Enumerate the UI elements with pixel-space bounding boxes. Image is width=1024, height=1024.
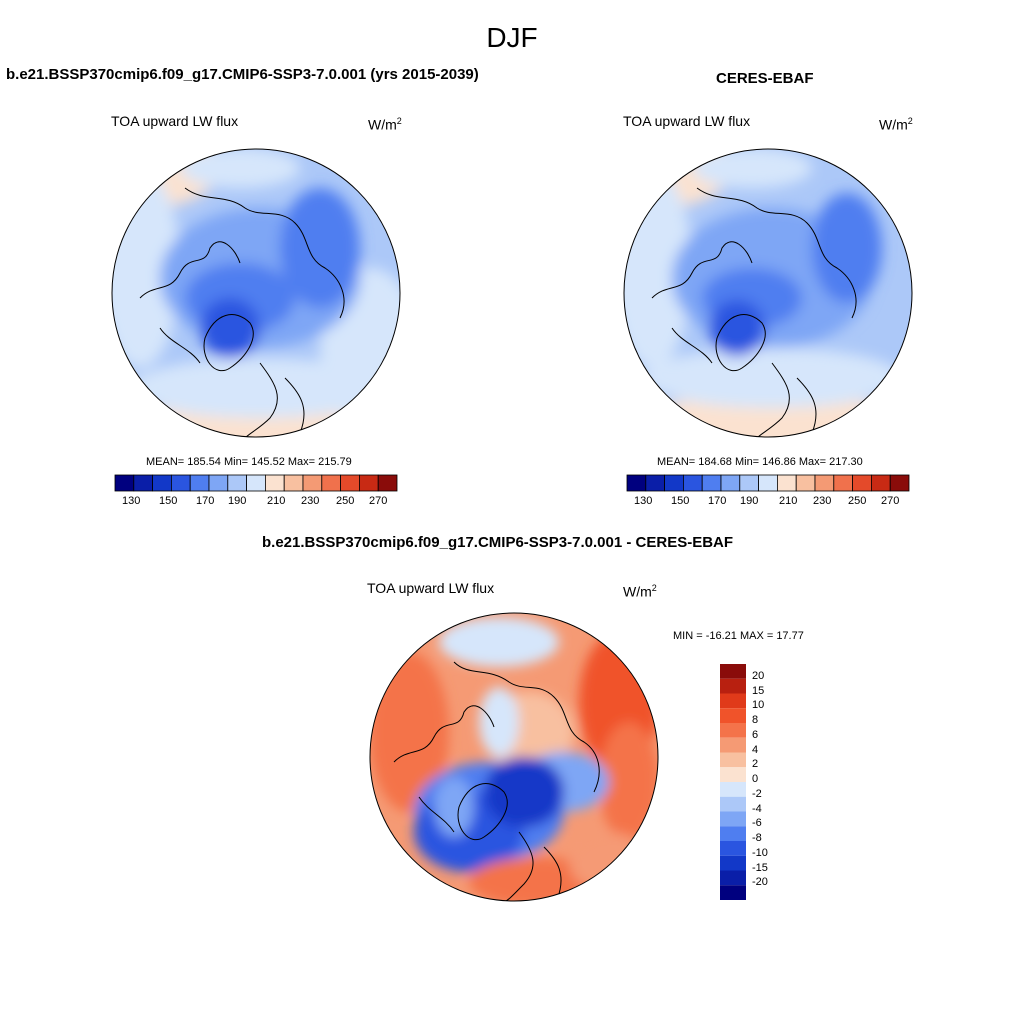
difference-stats: MIN = -16.21 MAX = 17.77 [673, 630, 804, 642]
difference-tick: -4 [752, 803, 762, 815]
difference-colorbar [720, 664, 746, 900]
difference-tick: 2 [752, 758, 759, 770]
difference-tick: -10 [752, 847, 768, 859]
panel2-tick: 210 [779, 495, 798, 507]
difference-tick: 15 [752, 685, 765, 697]
panel1-tick: 150 [159, 495, 178, 507]
difference-tick: -8 [752, 832, 762, 844]
colorbar-swatch [720, 767, 746, 782]
colorbar-swatch [720, 885, 746, 900]
panel2-colorbar [626, 474, 910, 492]
panel1-tick: 230 [301, 495, 320, 507]
colorbar-swatch [720, 782, 746, 797]
panel1-tick: 170 [196, 495, 215, 507]
panel2-tick: 130 [634, 495, 653, 507]
colorbar-swatch [720, 826, 746, 841]
colorbar-swatch [720, 855, 746, 871]
colorbar-swatch [246, 474, 266, 492]
colorbar-swatch [302, 474, 323, 492]
colorbar-swatch [852, 474, 872, 492]
colorbar-swatch [683, 474, 703, 492]
difference-tick: 10 [752, 699, 765, 711]
colorbar-swatch [171, 474, 191, 492]
colorbar-swatch [720, 678, 746, 694]
panel2-tick: 190 [740, 495, 759, 507]
colorbar-swatch [720, 796, 746, 812]
colorbar-swatch [889, 474, 910, 492]
panel2-tick: 150 [671, 495, 690, 507]
panel2-colorbar-ticks: 130 150 170 190 210 230 250 270 [627, 495, 909, 509]
colorbar-swatch [227, 474, 248, 492]
colorbar-swatch [739, 474, 760, 492]
panel2-tick: 250 [848, 495, 867, 507]
colorbar-swatch [208, 474, 229, 492]
difference-tick: 6 [752, 729, 759, 741]
colorbar-swatch [133, 474, 153, 492]
difference-tick: 8 [752, 714, 759, 726]
panel1-units: W/m2 [368, 116, 402, 133]
panel1-tick: 250 [336, 495, 355, 507]
difference-variable-label: TOA upward LW flux [367, 580, 495, 596]
panel2-map [623, 148, 913, 438]
colorbar-swatch [720, 841, 746, 856]
difference-tick: -2 [752, 788, 762, 800]
colorbar-swatch [814, 474, 835, 492]
panel1-stats: MEAN= 185.54 Min= 145.52 Max= 215.79 [146, 456, 352, 468]
difference-tick: -20 [752, 876, 768, 888]
colorbar-swatch [833, 474, 854, 492]
colorbar-swatch [377, 474, 398, 492]
colorbar-swatch [664, 474, 684, 492]
colorbar-swatch [264, 474, 285, 492]
colorbar-swatch [776, 474, 797, 492]
colorbar-swatch [114, 474, 135, 492]
panel1-colorbar [114, 474, 398, 492]
colorbar-swatch [152, 474, 172, 492]
difference-tick: 4 [752, 744, 759, 756]
colorbar-swatch [626, 474, 647, 492]
difference-heading: b.e21.BSSP370cmip6.f09_g17.CMIP6-SSP3-7.… [262, 534, 734, 551]
panel2-stats: MEAN= 184.68 Min= 146.86 Max= 217.30 [657, 456, 863, 468]
colorbar-swatch [645, 474, 665, 492]
panel1-tick: 190 [228, 495, 247, 507]
panel1-colorbar-ticks: 130 150 170 190 210 230 250 270 [115, 495, 397, 509]
difference-colorbar-ticks: 20 15 10 8 6 4 2 0 -2 -4 -6 -8 -10 -15 -… [752, 670, 792, 906]
colorbar-swatch [720, 811, 746, 827]
panel2-heading: CERES-EBAF [716, 70, 814, 87]
colorbar-swatch [720, 870, 746, 886]
difference-tick: 0 [752, 773, 759, 785]
colorbar-swatch [720, 752, 746, 768]
panel1-heading: b.e21.BSSP370cmip6.f09_g17.CMIP6-SSP3-7.… [6, 66, 479, 83]
difference-map [369, 612, 659, 902]
colorbar-swatch [720, 474, 741, 492]
difference-tick: 20 [752, 670, 765, 682]
colorbar-swatch [701, 474, 722, 492]
panel2-units: W/m2 [879, 116, 913, 133]
colorbar-swatch [720, 723, 746, 738]
panel1-tick: 210 [267, 495, 286, 507]
colorbar-swatch [870, 474, 891, 492]
colorbar-swatch [358, 474, 379, 492]
colorbar-swatch [720, 737, 746, 753]
difference-units: W/m2 [623, 583, 657, 600]
colorbar-swatch [340, 474, 360, 492]
difference-tick: -6 [752, 817, 762, 829]
colorbar-swatch [321, 474, 342, 492]
colorbar-swatch [189, 474, 210, 492]
colorbar-swatch [795, 474, 816, 492]
difference-tick: -15 [752, 862, 768, 874]
panel1-tick: 130 [122, 495, 141, 507]
colorbar-swatch [720, 708, 746, 723]
figure-title: DJF [486, 22, 538, 53]
panel1-map [111, 148, 401, 438]
panel2-tick: 270 [881, 495, 900, 507]
panel2-variable-label: TOA upward LW flux [623, 113, 751, 129]
colorbar-swatch [758, 474, 778, 492]
colorbar-swatch [720, 693, 746, 709]
colorbar-swatch [720, 664, 746, 679]
panel2-tick: 170 [708, 495, 727, 507]
panel2-tick: 230 [813, 495, 832, 507]
colorbar-swatch [283, 474, 304, 492]
panel1-variable-label: TOA upward LW flux [111, 113, 239, 129]
panel1-tick: 270 [369, 495, 388, 507]
